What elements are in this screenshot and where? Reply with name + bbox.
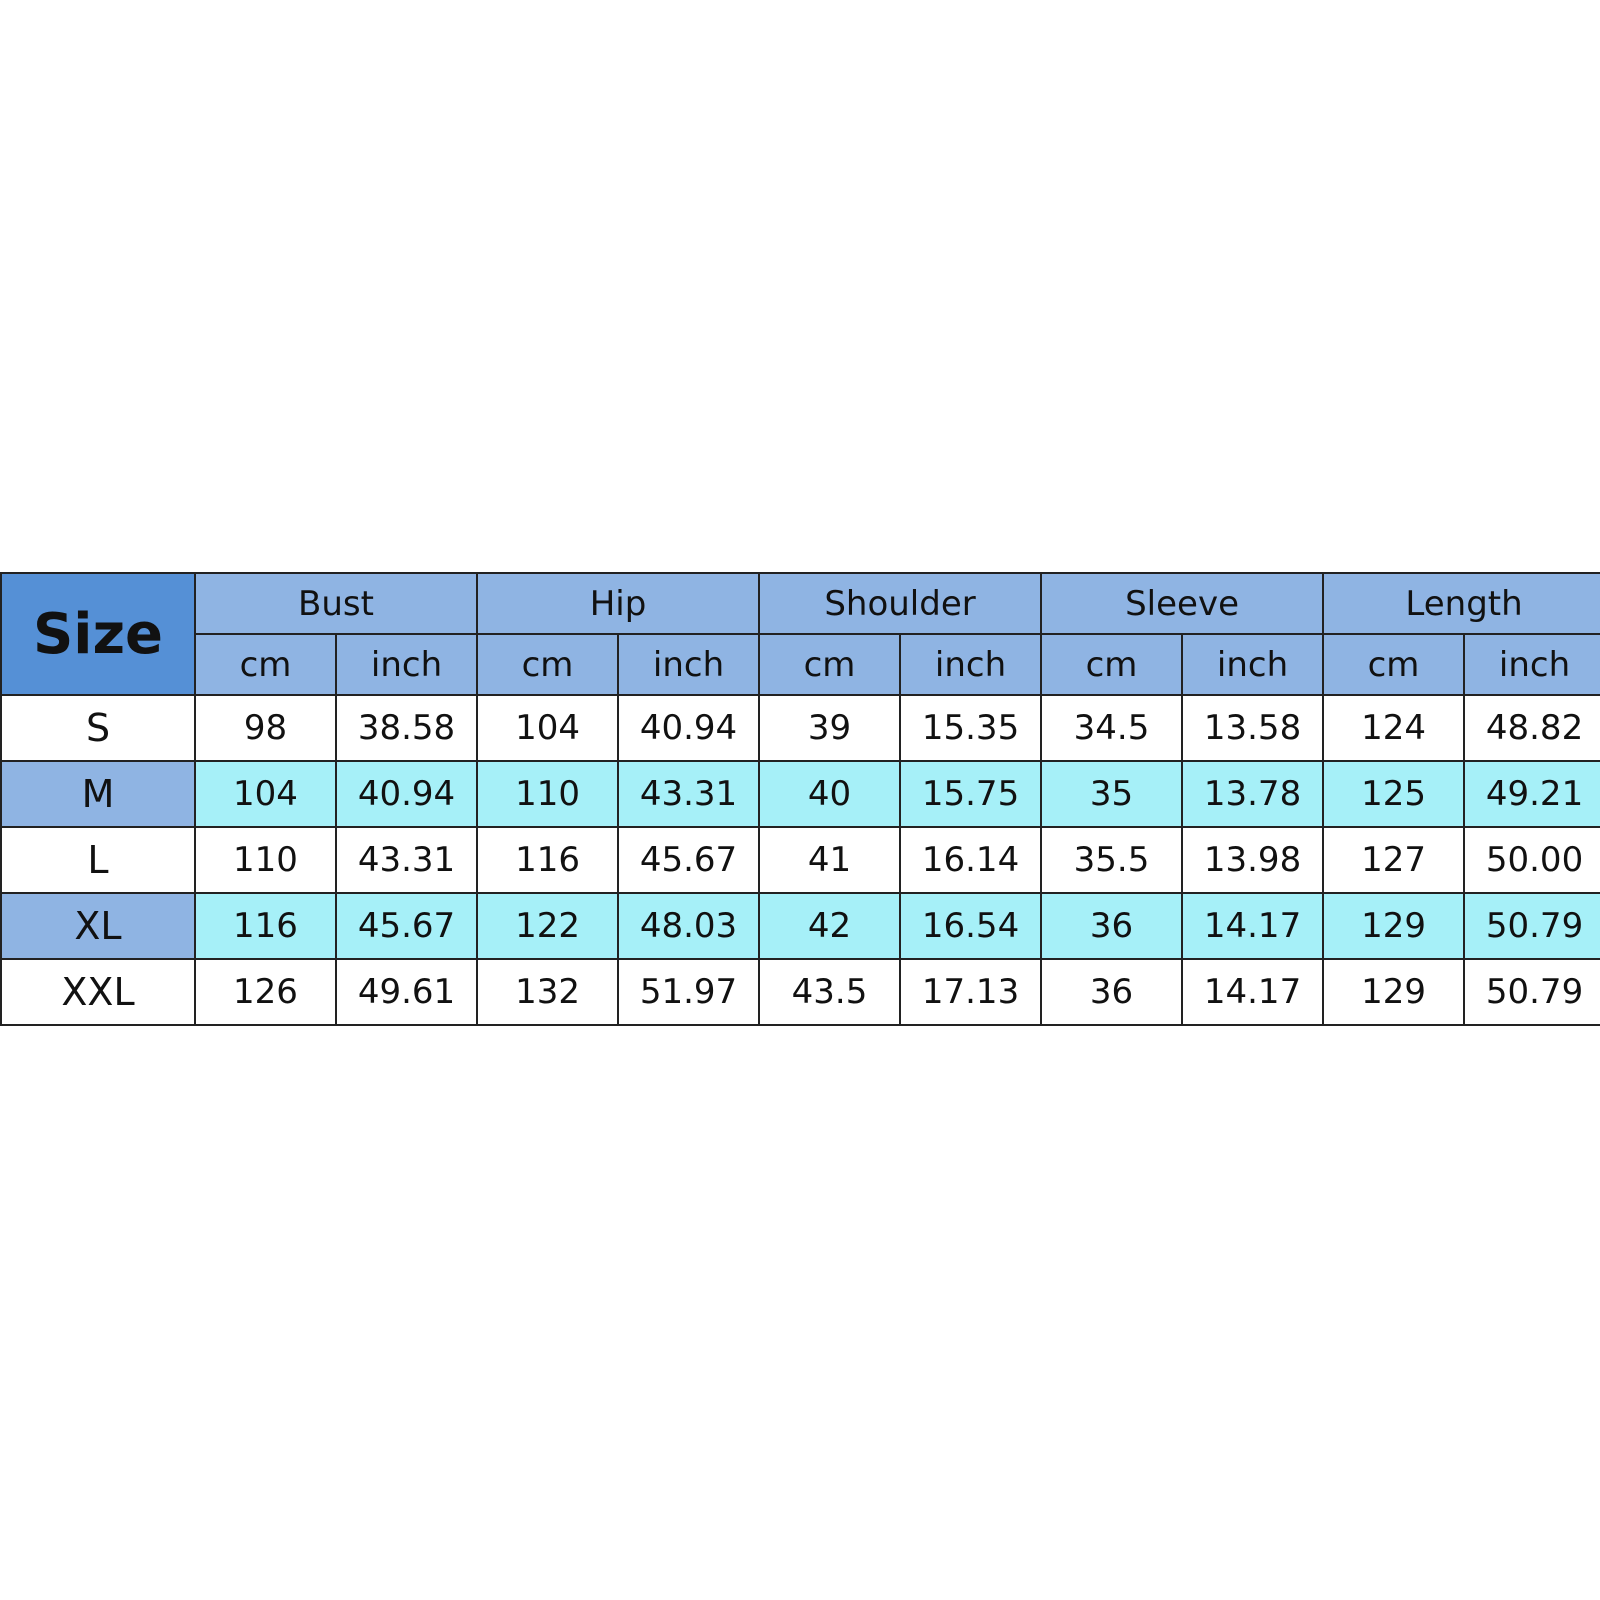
value-cell: 45.67 <box>617 826 761 894</box>
value-cell: 129 <box>1322 892 1466 960</box>
value-cell: 13.58 <box>1181 694 1325 762</box>
value-cell: 35.5 <box>1040 826 1184 894</box>
value-cell: 43.5 <box>758 958 902 1026</box>
value-cell: 122 <box>476 892 620 960</box>
size-cell: XXL <box>0 958 196 1026</box>
size-chart-table: Size Bust Hip Shoulder Sleeve Length cm inch c… <box>0 572 1600 1026</box>
value-cell: 40.94 <box>334 760 479 828</box>
value-cell: 15.75 <box>899 760 1043 828</box>
value-cell: 98 <box>194 694 337 762</box>
group-header-length: Length <box>1322 572 1600 635</box>
group-header-sleeve: Sleeve <box>1040 572 1325 635</box>
value-cell: 41 <box>758 826 902 894</box>
group-header-hip: Hip <box>476 572 761 635</box>
value-cell: 49.21 <box>1463 760 1600 828</box>
value-cell: 127 <box>1322 826 1466 894</box>
value-cell: 16.54 <box>899 892 1043 960</box>
value-cell: 36 <box>1040 892 1184 960</box>
value-cell: 16.14 <box>899 826 1043 894</box>
unit-header-inch: inch <box>617 633 761 696</box>
value-cell: 34.5 <box>1040 694 1184 762</box>
unit-header-cm: cm <box>758 633 902 696</box>
value-cell: 126 <box>194 958 337 1026</box>
group-header-row: Size Bust Hip Shoulder Sleeve Length <box>0 572 1600 696</box>
value-cell: 13.98 <box>1181 826 1325 894</box>
size-cell: S <box>0 694 196 762</box>
table-row: XL 116 45.67 122 48.03 42 16.54 36 14.17 129 50.79 <box>0 892 1600 960</box>
value-cell: 129 <box>1322 958 1466 1026</box>
value-cell: 39 <box>758 694 902 762</box>
value-cell: 110 <box>476 760 620 828</box>
value-cell: 48.03 <box>617 892 761 960</box>
table-row: L 110 43.31 116 45.67 41 16.14 35.5 13.98 127 50.0… <box>0 826 1600 894</box>
unit-header-inch: inch <box>1181 633 1325 696</box>
value-cell: 110 <box>194 826 337 894</box>
value-cell: 14.17 <box>1181 958 1325 1026</box>
value-cell: 51.97 <box>617 958 761 1026</box>
unit-header-cm: cm <box>476 633 620 696</box>
value-cell: 43.31 <box>617 760 761 828</box>
value-cell: 40 <box>758 760 902 828</box>
value-cell: 132 <box>476 958 620 1026</box>
unit-header-inch: inch <box>899 633 1043 696</box>
value-cell: 42 <box>758 892 902 960</box>
size-cell: L <box>0 826 196 894</box>
value-cell: 38.58 <box>334 694 479 762</box>
value-cell: 15.35 <box>899 694 1043 762</box>
value-cell: 13.78 <box>1181 760 1325 828</box>
unit-header-row: cm inch cm inch cm inch cm inch cm inch <box>1 633 1600 696</box>
unit-header-cm: cm <box>1322 633 1466 696</box>
value-cell: 35 <box>1040 760 1184 828</box>
value-cell: 124 <box>1322 694 1466 762</box>
size-header: Size <box>0 572 196 696</box>
group-header-bust: Bust <box>193 572 479 635</box>
value-cell: 50.79 <box>1463 892 1600 960</box>
value-cell: 40.94 <box>617 694 761 762</box>
value-cell: 104 <box>476 694 620 762</box>
value-cell: 17.13 <box>899 958 1043 1026</box>
value-cell: 50.79 <box>1463 958 1600 1026</box>
unit-header-inch: inch <box>334 633 479 696</box>
table-row: M 104 40.94 110 43.31 40 15.75 35 13.78 125 49.21 <box>0 760 1600 828</box>
table-row: S 98 38.58 104 40.94 39 15.35 34.5 13.58 124 48.82 <box>0 694 1600 762</box>
value-cell: 14.17 <box>1181 892 1325 960</box>
value-cell: 36 <box>1040 958 1184 1026</box>
value-cell: 116 <box>194 892 337 960</box>
value-cell: 50.00 <box>1463 826 1600 894</box>
value-cell: 48.82 <box>1463 694 1600 762</box>
unit-header-inch: inch <box>1463 633 1600 696</box>
value-cell: 49.61 <box>334 958 479 1026</box>
value-cell: 125 <box>1322 760 1466 828</box>
unit-header-cm: cm <box>194 633 337 696</box>
value-cell: 116 <box>476 826 620 894</box>
unit-header-cm: cm <box>1040 633 1184 696</box>
value-cell: 104 <box>194 760 337 828</box>
size-cell: XL <box>0 892 196 960</box>
size-cell: M <box>0 760 196 828</box>
group-header-shoulder: Shoulder <box>758 572 1043 635</box>
table-row: XXL 126 49.61 132 51.97 43.5 17.13 36 14.17 129 50… <box>0 958 1600 1026</box>
value-cell: 43.31 <box>334 826 479 894</box>
value-cell: 45.67 <box>334 892 479 960</box>
